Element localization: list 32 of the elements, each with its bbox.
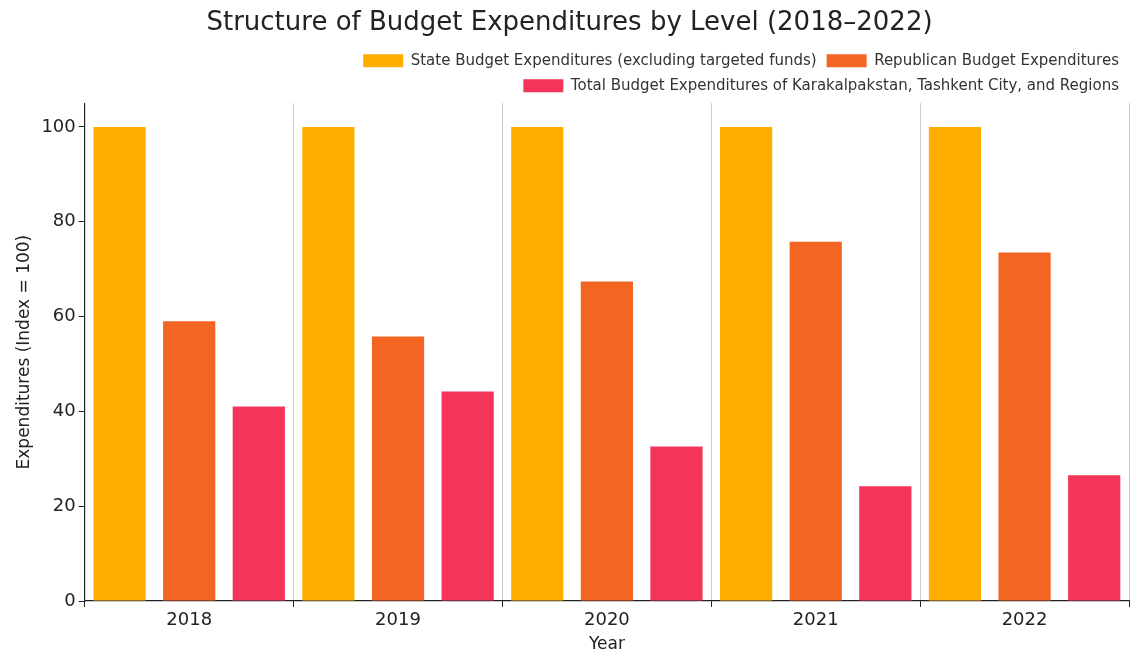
bar (998, 252, 1051, 601)
bar (93, 126, 146, 601)
bar (650, 446, 703, 601)
y-tick-label: 40 (52, 399, 76, 421)
chart-title: Structure of Budget Expenditures by Level (2018–2022) (206, 6, 933, 37)
x-axis-title: Year (587, 633, 625, 654)
y-tick-label: 100 (41, 114, 76, 136)
y-tick-label: 0 (64, 588, 76, 610)
x-tick-label: 2021 (792, 608, 839, 630)
x-tick-label: 2020 (583, 608, 630, 630)
bar (371, 336, 425, 601)
bar (511, 126, 564, 601)
y-tick-label: 80 (52, 209, 76, 231)
y-axis-title: Expenditures (Index = 100) (12, 234, 33, 470)
bar (302, 126, 355, 601)
x-tick-label: 2022 (1001, 608, 1048, 630)
bar (789, 241, 842, 601)
bar (580, 281, 633, 601)
bar (720, 126, 773, 601)
bar (1068, 475, 1121, 601)
y-tick-label: 60 (52, 304, 76, 326)
legend-label: State Budget Expenditures (excluding targeted funds) (410, 50, 817, 69)
bar (441, 391, 494, 601)
bar (928, 126, 982, 601)
x-tick-label: 2018 (166, 608, 213, 630)
legend-label: Republican Budget Expenditures (874, 50, 1120, 69)
x-tick-label: 2019 (375, 608, 421, 630)
y-tick-label: 20 (52, 493, 76, 515)
legend-label: Total Budget Expenditures of Karakalpakstan, Tashkent City, and Regions (569, 75, 1120, 94)
bar (232, 406, 285, 601)
bar (163, 321, 216, 601)
bar (859, 486, 912, 601)
